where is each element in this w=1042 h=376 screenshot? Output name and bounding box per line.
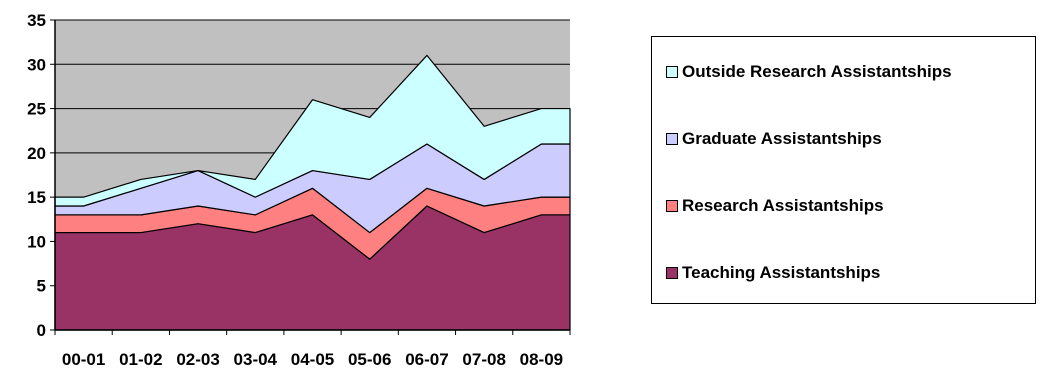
legend-label: Outside Research Assistantships (682, 62, 952, 81)
legend: Outside Research Assistantships Graduate … (651, 36, 1036, 304)
y-tick-label-5: 5 (37, 277, 46, 296)
x-tick-label-01-02: 01-02 (119, 350, 162, 369)
y-tick-label-0: 0 (37, 321, 46, 340)
legend-swatch (666, 267, 678, 279)
legend-swatch (666, 200, 678, 212)
y-tick-label-20: 20 (27, 144, 46, 163)
x-tick-label-02-03: 02-03 (176, 350, 219, 369)
y-tick-label-25: 25 (27, 100, 46, 119)
x-tick-label-07-08: 07-08 (462, 350, 505, 369)
legend-swatch (666, 66, 678, 78)
x-tick-label-05-06: 05-06 (348, 350, 391, 369)
legend-item-outside-research-assistantships: Outside Research Assistantships (666, 62, 952, 82)
area-outside-research-assistantships (54, 54, 571, 207)
x-tick-label-00-01: 00-01 (62, 350, 105, 369)
y-tick-label-35: 35 (27, 11, 46, 30)
legend-label: Research Assistantships (682, 196, 884, 215)
y-tick-label-10: 10 (27, 232, 46, 251)
x-tick-label-03-04: 03-04 (234, 350, 278, 369)
x-tick-label-06-07: 06-07 (405, 350, 448, 369)
x-tick-label-08-09: 08-09 (520, 350, 563, 369)
y-tick-label-30: 30 (27, 55, 46, 74)
x-tick-label-04-05: 04-05 (291, 350, 334, 369)
legend-item-teaching-assistantships: Teaching Assistantships (666, 263, 880, 283)
legend-item-research-assistantships: Research Assistantships (666, 196, 884, 216)
legend-label: Teaching Assistantships (682, 263, 881, 282)
legend-label: Graduate Assistantships (682, 129, 882, 148)
legend-swatch (666, 133, 678, 145)
legend-item-graduate-assistantships: Graduate Assistantships (666, 129, 882, 149)
y-tick-label-15: 15 (27, 188, 46, 207)
axes: 0 5 10 15 20 25 30 35 00-01 01-02 02-03 03-04 04-05 0… (27, 11, 571, 369)
